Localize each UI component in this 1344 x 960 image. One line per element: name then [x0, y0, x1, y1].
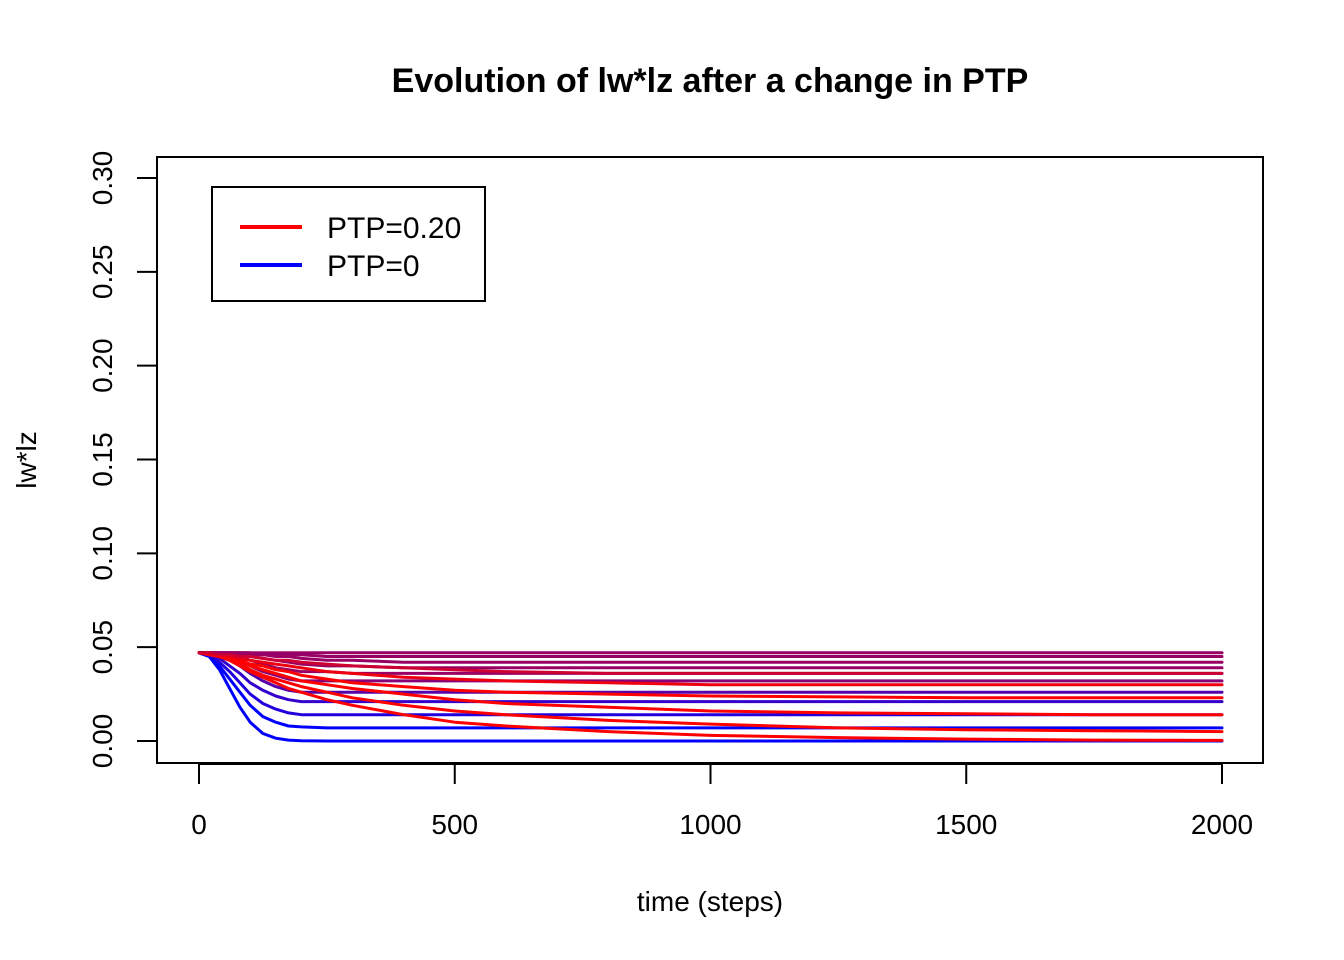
x-tick-label: 1000 — [679, 809, 741, 840]
y-tick-label: 0.30 — [87, 151, 118, 206]
series-line-1 — [197, 651, 1224, 730]
y-tick-label: 0.25 — [87, 245, 118, 300]
series-lines — [197, 651, 1224, 743]
x-tick-label: 1500 — [935, 809, 997, 840]
x-tick-label: 500 — [431, 809, 478, 840]
y-tick-label: 0.10 — [87, 526, 118, 581]
chart-title: Evolution of lw*lz after a change in PTP — [392, 62, 1029, 100]
series-line-2 — [197, 651, 1224, 717]
legend-label-ptp-0: PTP=0 — [327, 250, 420, 283]
series-line-3 — [197, 651, 1224, 704]
series-line-15 — [197, 651, 1224, 687]
y-tick-label: 0.00 — [87, 714, 118, 769]
series-line-12 — [197, 651, 1224, 734]
x-axis: 0 500 1000 1500 2000 — [191, 763, 1253, 840]
legend-label-ptp-020: PTP=0.20 — [327, 212, 461, 245]
y-tick-label: 0.05 — [87, 620, 118, 675]
x-tick-label: 2000 — [1191, 809, 1253, 840]
y-axis: 0.00 0.05 0.10 0.15 0.20 0.25 0.30 — [87, 151, 158, 769]
legend: PTP=0.20 PTP=0 — [211, 186, 486, 302]
y-tick-label: 0.20 — [87, 338, 118, 393]
series-line-16 — [197, 651, 1224, 675]
y-axis-label: lw*lz — [11, 431, 42, 489]
series-line-14 — [197, 651, 1224, 700]
y-tick-label: 0.15 — [87, 432, 118, 487]
legend-box — [211, 186, 486, 302]
series-line-0 — [197, 651, 1224, 743]
x-tick-label: 0 — [191, 809, 207, 840]
x-axis-label: time (steps) — [637, 886, 783, 917]
